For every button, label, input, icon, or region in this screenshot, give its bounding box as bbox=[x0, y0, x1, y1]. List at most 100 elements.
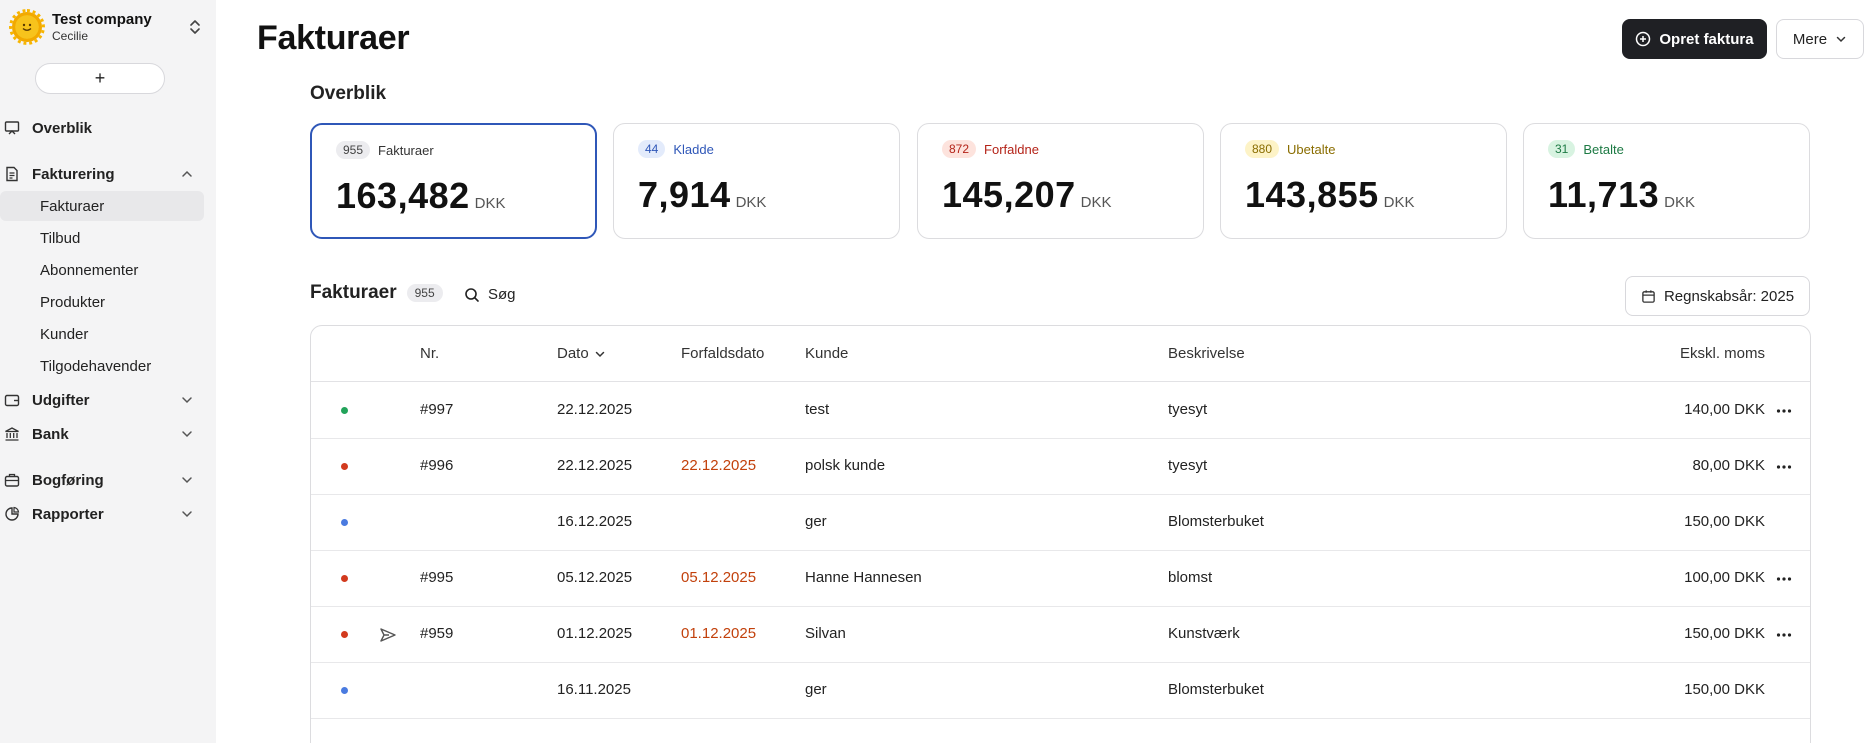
invoice-description: tyesyt bbox=[1168, 401, 1208, 418]
column-customer[interactable]: Kunde bbox=[805, 345, 849, 362]
create-invoice-label: Opret faktura bbox=[1659, 30, 1754, 48]
sidebar-item-label: Abonnementer bbox=[40, 261, 139, 279]
status-dot bbox=[341, 575, 348, 582]
sidebar-item-label: Produkter bbox=[40, 293, 106, 311]
calendar-icon bbox=[1642, 289, 1655, 303]
sidebar-group-bogforing[interactable]: Bogføring bbox=[0, 467, 216, 493]
column-nr[interactable]: Nr. bbox=[420, 345, 440, 362]
column-amount[interactable]: Ekskl. moms bbox=[1679, 345, 1765, 362]
card-value: 7,914 bbox=[638, 174, 731, 215]
table-row[interactable]: 16.11.2025 ger Blomsterbuket 150,00 DKK bbox=[311, 663, 1810, 719]
sidebar-item-fakturaer[interactable]: Fakturaer bbox=[0, 191, 204, 221]
card-count-badge: 44 bbox=[638, 140, 666, 158]
overview-card-forfaldne[interactable]: 872 Forfaldne 145,207 DKK bbox=[917, 123, 1204, 239]
overview-title: Overblik bbox=[310, 83, 387, 104]
sidebar-group-label: Bank bbox=[32, 425, 69, 443]
table-row[interactable]: 16.12.2025 ger Blomsterbuket 150,00 DKK bbox=[311, 495, 1810, 551]
column-date[interactable]: Dato bbox=[557, 345, 606, 362]
send-icon bbox=[380, 628, 396, 642]
sidebar-group-rapporter[interactable]: Rapporter bbox=[0, 501, 216, 527]
overview-card-betalte[interactable]: 31 Betalte 11,713 DKK bbox=[1523, 123, 1810, 239]
invoice-list-title: Fakturaer bbox=[310, 282, 397, 303]
card-count-badge: 880 bbox=[1245, 140, 1280, 158]
briefcase-icon bbox=[4, 473, 20, 487]
overview-card-ubetalte[interactable]: 880 Ubetalte 143,855 DKK bbox=[1220, 123, 1507, 239]
sidebar-group-udgifter[interactable]: Udgifter bbox=[0, 387, 216, 413]
sidebar-item-produkter[interactable]: Produkter bbox=[0, 287, 204, 317]
more-actions-icon[interactable] bbox=[1775, 403, 1793, 419]
sidebar-item-abonnementer[interactable]: Abonnementer bbox=[0, 255, 204, 285]
add-button[interactable]: + bbox=[35, 63, 165, 94]
card-label: Forfaldne bbox=[984, 141, 1039, 157]
sidebar-item-overview[interactable]: Overblik bbox=[0, 116, 216, 140]
invoice-date: 22.12.2025 bbox=[557, 457, 633, 474]
column-date-label: Dato bbox=[557, 345, 589, 362]
card-count-badge: 872 bbox=[942, 140, 977, 158]
invoice-customer: polsk kunde bbox=[805, 457, 886, 474]
invoice-count-badge: 955 bbox=[406, 284, 443, 302]
sidebar-item-tilbud[interactable]: Tilbud bbox=[0, 223, 204, 253]
invoice-customer: ger bbox=[805, 513, 827, 530]
invoice-amount: 150,00 DKK bbox=[1684, 625, 1765, 642]
fiscal-year-button[interactable]: Regnskabsår: 2025 bbox=[1625, 276, 1810, 316]
overview-card-kladde[interactable]: 44 Kladde 7,914 DKK bbox=[613, 123, 900, 239]
card-unit: DKK bbox=[1080, 194, 1112, 211]
table-row[interactable]: #959 01.12.2025 01.12.2025 Silvan Kunstværk 1… bbox=[311, 607, 1810, 663]
bank-icon bbox=[5, 427, 19, 441]
sidebar-group-fakturering[interactable]: Fakturering bbox=[0, 161, 216, 187]
invoice-customer: Silvan bbox=[805, 625, 846, 642]
invoice-date: 01.12.2025 bbox=[557, 625, 633, 642]
invoice-customer: test bbox=[805, 401, 830, 418]
more-actions-icon[interactable] bbox=[1775, 627, 1793, 643]
sidebar-group-bank[interactable]: Bank bbox=[0, 421, 216, 447]
card-value: 143,855 bbox=[1245, 174, 1379, 215]
create-invoice-button[interactable]: Opret faktura bbox=[1622, 19, 1767, 59]
invoice-description: Kunstværk bbox=[1168, 625, 1240, 642]
column-due-date[interactable]: Forfaldsdato bbox=[681, 345, 765, 362]
chevron-down-icon bbox=[182, 431, 192, 438]
chevron-up-icon bbox=[182, 170, 192, 177]
status-dot bbox=[341, 687, 348, 694]
more-actions-icon[interactable] bbox=[1775, 571, 1793, 587]
search-icon bbox=[465, 287, 479, 302]
more-actions-icon[interactable] bbox=[1775, 459, 1793, 475]
table-row[interactable]: #995 05.12.2025 05.12.2025 Hanne Hannesen bl… bbox=[311, 551, 1810, 607]
card-label: Betalte bbox=[1583, 141, 1624, 157]
sidebar-item-kunder[interactable]: Kunder bbox=[0, 319, 204, 349]
status-dot bbox=[341, 519, 348, 526]
more-label: Mere bbox=[1792, 30, 1828, 48]
card-label: Ubetalte bbox=[1287, 141, 1336, 157]
company-switcher[interactable]: Test company Cecilie bbox=[9, 9, 202, 45]
overview-card-fakturaer[interactable]: 955 Fakturaer 163,482 DKK bbox=[310, 123, 597, 239]
card-unit: DKK bbox=[1383, 194, 1415, 211]
invoice-customer: ger bbox=[805, 681, 827, 698]
invoice-due-date: 22.12.2025 bbox=[681, 457, 757, 474]
status-dot bbox=[341, 631, 348, 638]
fiscal-year-label: Regnskabsår: 2025 bbox=[1663, 287, 1795, 305]
chevron-down-icon bbox=[182, 397, 192, 404]
table-row[interactable]: #996 22.12.2025 22.12.2025 polsk kunde tyesy… bbox=[311, 439, 1810, 495]
company-name: Test company bbox=[52, 10, 152, 28]
invoice-number: #997 bbox=[420, 401, 454, 418]
invoice-due-date: 01.12.2025 bbox=[681, 625, 757, 642]
invoice-amount: 150,00 DKK bbox=[1684, 681, 1765, 698]
table-row[interactable]: #997 22.12.2025 test tyesyt 140,00 DKK bbox=[311, 383, 1810, 439]
invoice-description: Blomsterbuket bbox=[1168, 681, 1264, 698]
card-count-badge: 955 bbox=[336, 141, 371, 159]
invoice-description: tyesyt bbox=[1168, 457, 1208, 474]
invoice-due-date: 05.12.2025 bbox=[681, 569, 757, 586]
card-unit: DKK bbox=[735, 194, 767, 211]
sidebar-group-label: Rapporter bbox=[32, 505, 104, 523]
invoice-customer: Hanne Hannesen bbox=[805, 569, 922, 586]
invoice-date: 22.12.2025 bbox=[557, 401, 633, 418]
sidebar-group-label: Udgifter bbox=[32, 391, 90, 409]
smiley-icon bbox=[22, 23, 32, 31]
sidebar-item-tilgodehavender[interactable]: Tilgodehavender bbox=[0, 351, 204, 381]
invoice-number: #995 bbox=[420, 569, 454, 586]
sidebar-item-label: Kunder bbox=[40, 325, 89, 343]
search-button[interactable]: Søg bbox=[464, 286, 516, 303]
chevron-down-icon bbox=[1836, 36, 1846, 43]
chevron-down-icon bbox=[182, 477, 192, 484]
column-description[interactable]: Beskrivelse bbox=[1168, 345, 1245, 362]
more-button[interactable]: Mere bbox=[1776, 19, 1864, 59]
